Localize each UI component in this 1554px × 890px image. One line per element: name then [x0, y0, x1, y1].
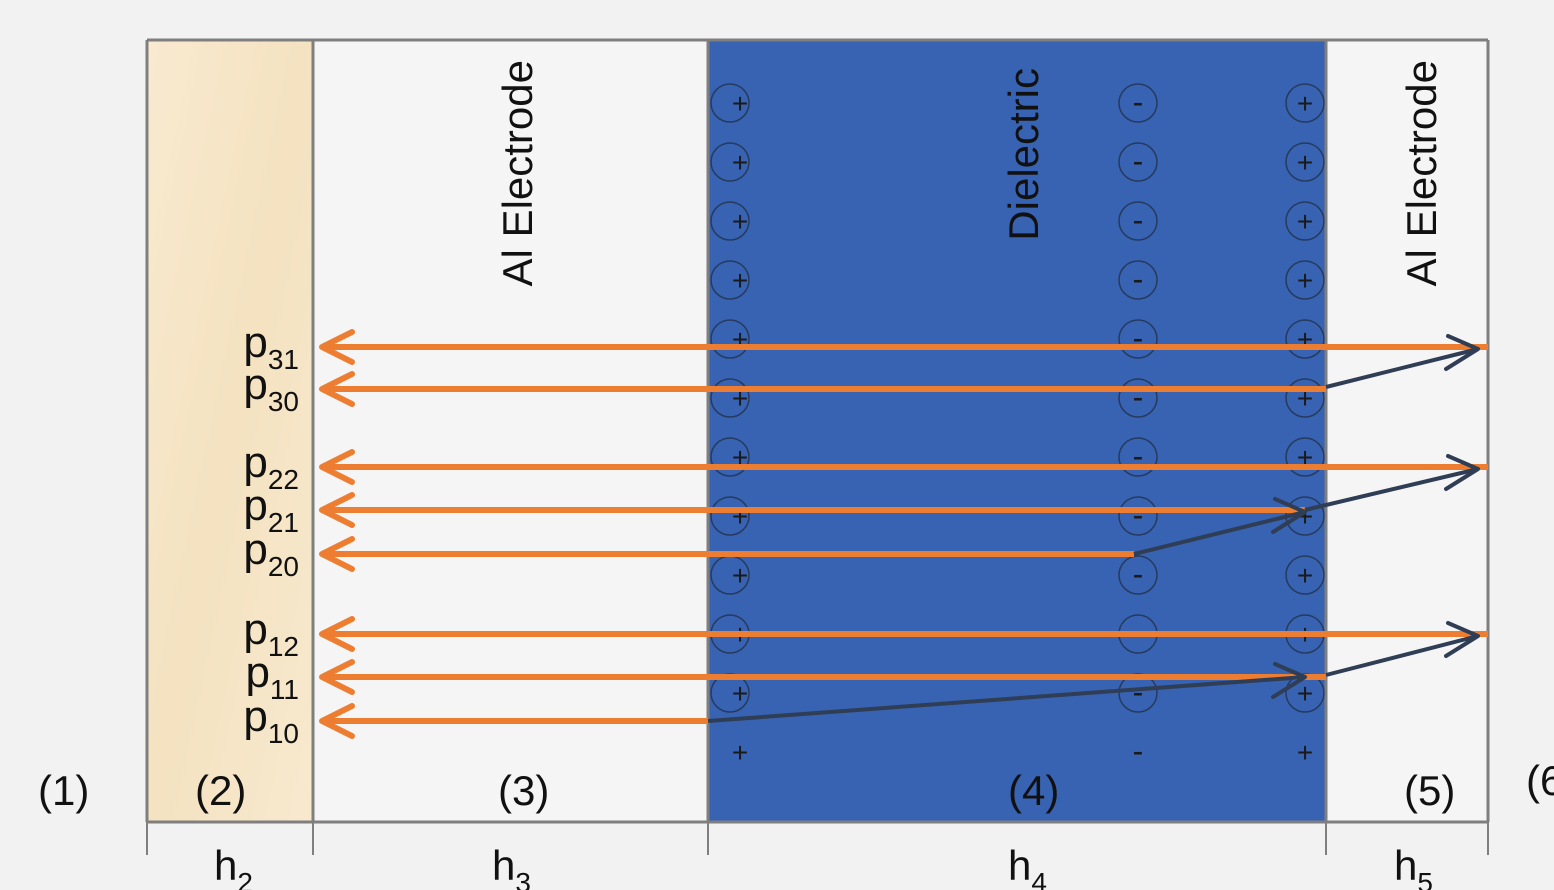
ray-paths — [319, 329, 1488, 739]
thickness-ticks — [146, 822, 1489, 855]
charge-marker: - — [1118, 437, 1158, 477]
svg-text:+: + — [732, 265, 748, 296]
charge-marker: + — [1285, 201, 1325, 241]
svg-text:-: - — [1133, 143, 1144, 179]
svg-text:+: + — [1297, 206, 1313, 237]
path-label-p30: p30 — [243, 360, 299, 417]
svg-text:-: - — [1133, 733, 1144, 769]
refraction-p21-arrowhead — [1444, 454, 1480, 491]
svg-text:+: + — [732, 324, 748, 355]
svg-text:+: + — [732, 678, 748, 709]
left-electrode-layer — [313, 40, 708, 822]
ray-p20-arrowhead — [319, 536, 355, 572]
path-label-p10: p10 — [243, 692, 299, 749]
refraction-p11-arrowhead — [1444, 621, 1480, 658]
ray-p31-arrowhead — [319, 329, 355, 365]
refraction-p30 — [1325, 347, 1479, 389]
svg-text:+: + — [732, 206, 748, 237]
svg-text:+: + — [1297, 678, 1313, 709]
svg-text:+: + — [1297, 737, 1313, 768]
ray-p12-arrowhead — [319, 616, 355, 652]
svg-text:+: + — [1297, 88, 1313, 119]
svg-text:-: - — [1133, 84, 1144, 120]
refraction-p20 — [1133, 510, 1306, 556]
svg-text:+: + — [732, 560, 748, 591]
path-label-p12: p12 — [243, 605, 299, 662]
ray-p21-arrowhead — [319, 492, 355, 528]
svg-text:+: + — [732, 501, 748, 532]
ray-p30-arrowhead — [319, 371, 355, 407]
region-label-1: (1) — [38, 767, 89, 814]
path-label-p22: p22 — [243, 438, 299, 495]
refraction-p10-arrowhead — [1271, 662, 1307, 699]
charge-marker: - — [1118, 496, 1158, 536]
path-label-p31: p31 — [243, 318, 299, 375]
svg-text:-: - — [1133, 497, 1144, 533]
path-label-p21: p21 — [243, 481, 299, 538]
svg-text:-: - — [1133, 674, 1144, 710]
charge-marker: - — [1118, 142, 1158, 182]
charge-marker: - — [1118, 555, 1158, 595]
svg-text:-: - — [1133, 320, 1144, 356]
charge-marker: + — [1297, 737, 1313, 768]
thickness-label-h3: h3 — [492, 842, 531, 890]
charge-marker: + — [1285, 83, 1325, 123]
charge-marker: - — [1118, 260, 1158, 300]
charge-marker: - — [1118, 319, 1158, 359]
svg-text:-: - — [1133, 261, 1144, 297]
region-label-5: (5) — [1404, 767, 1455, 814]
svg-text:+: + — [732, 88, 748, 119]
dielectric-label: Dielectric — [1000, 68, 1047, 241]
svg-text:+: + — [732, 737, 748, 768]
path-label-p20: p20 — [243, 525, 299, 582]
region-label-6: (6 — [1526, 757, 1554, 804]
svg-text:+: + — [1297, 147, 1313, 178]
charge-marker: - — [1133, 733, 1144, 769]
thickness-label-h2: h2 — [214, 842, 253, 890]
charge-marker: + — [710, 260, 750, 300]
refraction-p11 — [1325, 634, 1479, 677]
charge-marker: + — [1285, 142, 1325, 182]
refraction-p30-arrowhead — [1444, 334, 1480, 371]
svg-text:+: + — [1297, 560, 1313, 591]
dielectric-layer — [708, 40, 1326, 822]
refraction-p21 — [1304, 467, 1479, 512]
refraction-p10 — [707, 675, 1306, 723]
charge-marker: - — [1118, 83, 1158, 123]
right-electrode-label: Al Electrode — [1398, 60, 1445, 286]
svg-text:+: + — [1297, 324, 1313, 355]
region-label-3: (3) — [498, 767, 549, 814]
svg-text:+: + — [732, 147, 748, 178]
svg-text:-: - — [1133, 438, 1144, 474]
charge-marker: + — [710, 142, 750, 182]
ray-p11-arrowhead — [319, 659, 355, 695]
region-label-2: (2) — [195, 767, 246, 814]
ray-p10-arrowhead — [319, 703, 355, 739]
charge-marker: + — [710, 201, 750, 241]
thickness-label-h4: h4 — [1008, 842, 1047, 890]
ray-p22-arrowhead — [319, 449, 355, 485]
refraction-p20-arrowhead — [1271, 497, 1307, 534]
charge-marker: - — [1118, 378, 1158, 418]
charge-marker: + — [1285, 555, 1325, 595]
substrate-layer — [147, 40, 313, 822]
svg-text:-: - — [1133, 202, 1144, 238]
right-electrode-layer — [1326, 40, 1488, 822]
region-labels: (1) (2) (3) (4) (5) (6 — [38, 757, 1554, 814]
charge-marker: + — [710, 83, 750, 123]
path-label-p11: p11 — [245, 648, 299, 705]
thickness-labels: h2 h3 h4 h5 — [214, 842, 1433, 890]
charge-marker: + — [1285, 260, 1325, 300]
region-label-4: (4) — [1008, 767, 1059, 814]
charge-marker: + — [732, 737, 748, 768]
thickness-label-h5: h5 — [1394, 842, 1433, 890]
left-electrode-label: Al Electrode — [494, 60, 541, 286]
svg-text:+: + — [1297, 265, 1313, 296]
charge-marker: - — [1118, 201, 1158, 241]
svg-text:-: - — [1133, 556, 1144, 592]
svg-text:-: - — [1133, 379, 1144, 415]
